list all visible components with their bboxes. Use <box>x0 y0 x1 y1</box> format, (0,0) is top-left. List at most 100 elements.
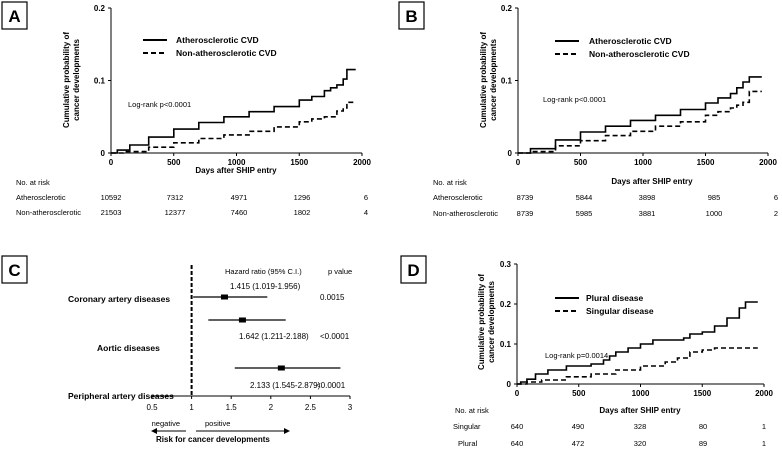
panel-b-risk-values: 8739 5844 3898 985 6 8739 5985 3881 1000 2 <box>517 193 778 218</box>
panel-c-xlabel: Risk for cancer developments <box>156 435 270 444</box>
panel-a-ytick-label: 0.2 <box>94 4 106 13</box>
panel-d-xtick-label: 0 <box>515 389 520 398</box>
panel-a-risk-value: 12377 <box>165 208 186 217</box>
panel-b-risk-value: 8739 <box>517 193 534 202</box>
panel-a-risk-value: 1802 <box>294 208 311 217</box>
panel-c-header-hr: Hazard ratio (95% C.I.) <box>225 267 302 276</box>
panel-a-risk-value: 7312 <box>167 193 184 202</box>
panel-a-ytick-label: 0.1 <box>94 77 106 86</box>
panel-b-risk-label-1: Non-atherosclerotic <box>433 209 498 218</box>
panel-d-xtick-label: 1000 <box>632 389 650 398</box>
panel-c-row-label-0: Coronary artery diseases <box>68 294 170 304</box>
panel-c-row-p-1: <0.0001 <box>320 332 350 341</box>
panel-a-risk-value: 4971 <box>231 193 248 202</box>
panel-d-letter-box <box>400 255 427 284</box>
panel-c-row-p-0: 0.0015 <box>320 293 345 302</box>
panel-c-hr-marker <box>220 294 228 300</box>
panel-c-forest: 0.5 1 1.5 2 2.5 3 <box>146 265 353 412</box>
panel-c-positive-arrowhead <box>284 428 290 434</box>
panel-a-ytick-label: 0 <box>101 149 106 158</box>
panel-d-ytick-label: 0.1 <box>500 340 512 349</box>
panel-c-row-label-2: Peripheral artery diseases <box>68 391 174 401</box>
panel-d: D Cumulative probability ofcancer develo… <box>400 255 774 448</box>
panel-c-row-text-2: 2.133 (1.545-2.879) <box>250 381 321 390</box>
panel-c-positive-label: positive <box>205 419 230 428</box>
panel-a-risk-value: 6 <box>364 193 368 202</box>
panel-d-legend-plural: Plural disease <box>586 293 643 303</box>
panel-c-hr-marker <box>277 365 285 371</box>
panel-d-risk-values: 640 490 328 80 1 640 472 320 89 1 <box>511 422 766 448</box>
panel-d-risk-value: 320 <box>634 439 647 448</box>
panel-c-row-text-0: 1.415 (1.019-1.956) <box>230 282 301 291</box>
panel-a-risk-value: 7460 <box>231 208 248 217</box>
panel-b-ytick-label: 0.2 <box>501 4 513 13</box>
panel-c-xtick-label: 3 <box>348 403 353 412</box>
panel-a-risk-label-0: Atherosclerotic <box>16 193 66 202</box>
panel-b-letter-box <box>398 1 425 30</box>
panel-b-ylabel: Cumulative probability ofcancer developm… <box>479 32 498 128</box>
panel-c-row-label-1: Aortic diseases <box>97 343 160 353</box>
panel-d-ytick-label: 0.3 <box>500 260 512 269</box>
panel-b-risk-value: 8739 <box>517 209 534 218</box>
panel-a-letter-box <box>1 1 28 30</box>
panel-b-risk-value: 3881 <box>639 209 656 218</box>
panel-d-xtick-label: 500 <box>572 389 586 398</box>
panel-d-risk-value: 89 <box>699 439 707 448</box>
panel-c-row-text-1: 1.642 (1.211-2.188) <box>239 332 309 341</box>
panel-b-xtick-label: 500 <box>574 158 588 167</box>
panel-b-risk-value: 2 <box>774 209 778 218</box>
panel-c-xtick-label: 1.5 <box>226 403 238 412</box>
panel-a-ylabel: Cumulative probability ofcancer developm… <box>62 32 81 128</box>
panel-b-xtick-label: 1000 <box>634 158 652 167</box>
panel-a-risk-header: No. at risk <box>16 178 50 187</box>
panel-d-ticks: 0 500 1000 1500 2000 0 0.1 0.2 0.3 <box>500 260 774 398</box>
panel-c-xtick-label: 0.5 <box>146 403 158 412</box>
panel-d-risk-value: 1 <box>762 439 766 448</box>
panel-a-xtick-label: 2000 <box>353 158 371 167</box>
panel-b-ticks: 0 500 1000 1500 2000 0 0.1 0.2 <box>501 4 778 167</box>
panel-a-xtick-label: 500 <box>167 158 181 167</box>
panel-b-risk-value: 985 <box>708 193 721 202</box>
panel-a-xtick-label: 1500 <box>290 158 308 167</box>
panel-c-hr-marker <box>238 317 246 323</box>
panel-d-logrank: Log-rank p=0.0014 <box>545 351 608 360</box>
panel-d-xtick-label: 1500 <box>693 389 711 398</box>
panel-d-risk-value: 490 <box>572 422 585 431</box>
panel-d-risk-value: 80 <box>699 422 707 431</box>
panel-d-risk-value: 640 <box>511 422 524 431</box>
panel-a: A Cumulative probability ofcancer develo… <box>1 1 372 217</box>
panel-d-risk-label-0: Singular <box>453 422 481 431</box>
panel-b-risk-value: 5985 <box>576 209 593 218</box>
panel-a-risk-value: 21503 <box>101 208 122 217</box>
panel-a-risk-value: 4 <box>364 208 368 217</box>
panel-b-xtick-label: 1500 <box>697 158 715 167</box>
panel-b-risk-value: 3898 <box>639 193 656 202</box>
panel-c-letter: C <box>8 261 20 280</box>
panel-b-letter: B <box>405 7 417 26</box>
panel-b-legend-atherosclerotic: Atherosclerotic CVD <box>589 36 672 46</box>
panel-b-risk-header: No. at risk <box>433 178 467 187</box>
panel-d-xlabel: Days after SHIP entry <box>599 406 681 415</box>
panel-c: C Hazard ratio (95% C.I.) p value Corona… <box>1 255 353 444</box>
panel-b-risk-label-0: Atherosclerotic <box>433 193 483 202</box>
panel-d-risk-value: 472 <box>572 439 585 448</box>
panel-d-series <box>517 301 758 385</box>
panel-a-series-solid <box>111 68 356 154</box>
panel-a-letter: A <box>8 7 20 26</box>
panel-a-xtick-label: 1000 <box>228 158 246 167</box>
panel-a-logrank: Log-rank p<0.0001 <box>128 100 191 109</box>
panel-c-xtick-label: 1 <box>189 403 194 412</box>
panel-d-risk-value: 328 <box>634 422 647 431</box>
panel-a-ticks: 0 500 1000 1500 2000 0 0.1 0.2 <box>94 4 372 167</box>
panel-d-risk-header: No. at risk <box>455 406 489 415</box>
panel-a-risk-label-1: Non-atherosclerotic <box>16 208 81 217</box>
panel-c-negative-arrowhead <box>151 428 157 434</box>
panel-b-xtick-label: 2000 <box>759 158 777 167</box>
panel-d-risk-value: 1 <box>762 422 766 431</box>
panel-b-risk-value: 1000 <box>706 209 723 218</box>
panel-d-letter: D <box>407 261 419 280</box>
panel-b-risk-value: 5844 <box>576 193 593 202</box>
panel-b-logrank: Log-rank p<0.0001 <box>543 95 606 104</box>
panel-d-ytick-label: 0.2 <box>500 300 512 309</box>
